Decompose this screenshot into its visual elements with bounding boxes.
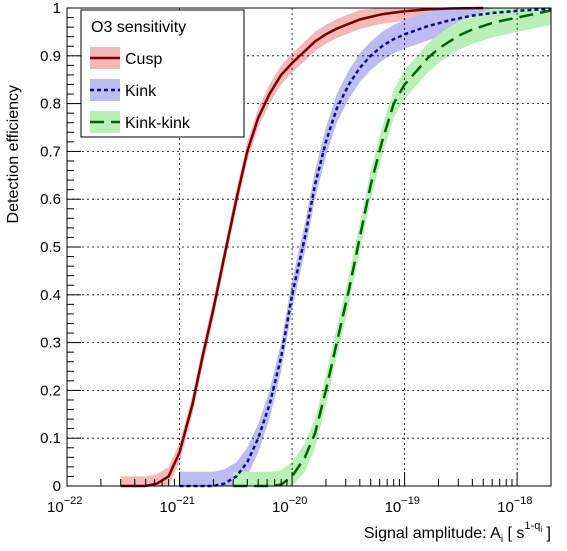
x-tick-label: 10−22: [47, 495, 82, 516]
y-tick-label: 0: [53, 478, 61, 495]
y-tick-label: 0.1: [40, 430, 61, 447]
y-tick-label: 0.2: [40, 382, 61, 399]
x-tick-label: 10−19: [385, 495, 420, 516]
series-line-1: [179, 7, 552, 488]
series-line-0: [120, 6, 484, 488]
legend: O3 sensitivity Cusp Kink Kink-kink: [80, 9, 245, 138]
legend-swatch-band: [90, 111, 120, 133]
y-tick-label: 0.4: [40, 287, 61, 304]
y-tick-label: 0.5: [40, 239, 61, 256]
y-tick-label: 0.7: [40, 143, 61, 160]
legend-label: Cusp: [125, 51, 162, 68]
x-tick-label: 10−20: [272, 495, 307, 516]
y-tick-label: 0.9: [40, 48, 61, 65]
y-tick-label: 0.3: [40, 335, 61, 352]
legend-label: Kink: [125, 83, 157, 100]
series-curves: [120, 6, 552, 488]
legend-title: O3 sensitivity: [91, 19, 186, 36]
y-tick-label: 0.6: [40, 191, 61, 208]
y-tick-label: 0.8: [40, 96, 61, 113]
series-line-2: [233, 9, 552, 488]
legend-label: Kink-kink: [125, 115, 191, 132]
x-axis-title: Signal amplitude: Ai [ s1-qi ]: [364, 520, 551, 545]
axis-tick-labels: 0 0.1 0.2 0.3 0.4 0.5 0.6 0.7 0.8 0.9 1 10−22 10−21 1…: [40, 0, 532, 516]
y-axis-title: Detection efficiency: [5, 85, 22, 223]
axis-ticks: [66, 7, 552, 487]
legend-entries: Cusp Kink Kink-kink: [90, 47, 191, 133]
y-tick-label: 1: [53, 0, 61, 17]
x-tick-label: 10−21: [160, 495, 195, 516]
x-tick-label: 10−18: [497, 495, 532, 516]
